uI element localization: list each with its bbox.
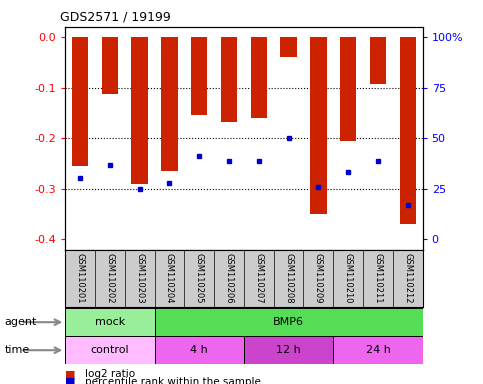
Bar [65,308,155,336]
Bar [370,37,386,84]
Text: GSM110212: GSM110212 [403,253,412,304]
Bar [251,37,267,118]
Text: GSM110209: GSM110209 [314,253,323,304]
Text: GSM110201: GSM110201 [76,253,85,304]
Bar [191,37,207,116]
Bar [333,336,423,364]
Bar [340,37,356,141]
Text: GSM110208: GSM110208 [284,253,293,304]
Bar [310,37,327,214]
Bar [281,37,297,57]
Bar [221,37,237,122]
Text: GSM110203: GSM110203 [135,253,144,304]
Bar [155,336,244,364]
Bar [399,37,416,224]
Bar [244,336,333,364]
Text: GSM110202: GSM110202 [105,253,114,304]
Text: 4 h: 4 h [190,345,208,355]
Bar [161,37,178,171]
Text: agent: agent [5,317,37,327]
Text: 24 h: 24 h [366,345,390,355]
Bar [72,37,88,166]
Bar [131,37,148,184]
Text: GSM110205: GSM110205 [195,253,204,304]
Text: GSM110204: GSM110204 [165,253,174,304]
Bar [155,308,423,336]
Text: time: time [5,345,30,355]
Text: GDS2571 / 19199: GDS2571 / 19199 [60,10,171,23]
Text: GSM110210: GSM110210 [344,253,353,304]
Text: percentile rank within the sample: percentile rank within the sample [85,377,260,384]
Text: BMP6: BMP6 [273,317,304,327]
Text: mock: mock [95,317,125,327]
Bar [65,336,155,364]
Text: 12 h: 12 h [276,345,301,355]
Text: ■: ■ [65,369,79,379]
Text: GSM110211: GSM110211 [373,253,383,304]
Text: control: control [91,345,129,355]
Bar [102,37,118,94]
Text: GSM110206: GSM110206 [225,253,233,304]
Text: GSM110207: GSM110207 [255,253,263,304]
Text: ■: ■ [65,377,79,384]
Text: log2 ratio: log2 ratio [85,369,135,379]
